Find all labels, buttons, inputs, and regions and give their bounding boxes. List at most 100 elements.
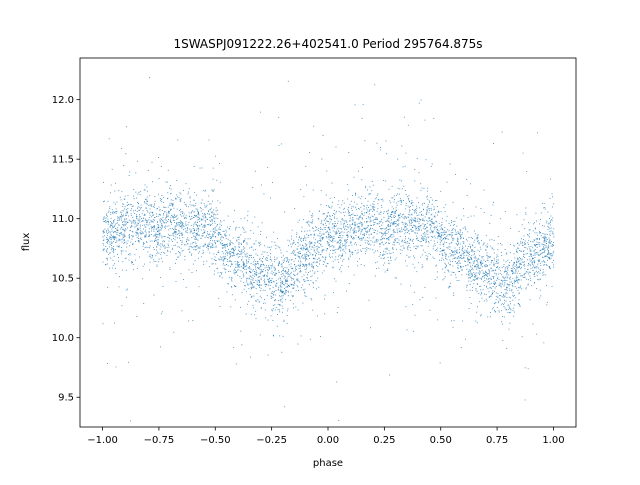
data-point: [391, 212, 393, 213]
data-point: [160, 257, 162, 259]
data-point: [481, 266, 483, 268]
data-point: [487, 272, 489, 274]
data-point: [199, 207, 201, 209]
data-point: [472, 251, 474, 253]
data-point: [476, 278, 478, 280]
data-point: [506, 276, 508, 278]
data-point: [291, 267, 293, 269]
data-point: [496, 266, 498, 268]
data-point: [115, 223, 117, 225]
data-point: [196, 221, 198, 223]
data-point: [376, 238, 378, 240]
data-point: [330, 236, 332, 238]
data-point: [468, 274, 470, 276]
data-point: [436, 271, 438, 273]
data-point: [231, 263, 232, 265]
data-point: [243, 240, 245, 241]
data-point: [494, 284, 496, 286]
data-point: [309, 257, 310, 259]
data-point: [188, 212, 190, 214]
data-point: [176, 233, 178, 235]
data-point: [145, 229, 146, 231]
data-point: [366, 220, 367, 222]
data-point: [229, 244, 231, 246]
data-point: [475, 206, 477, 208]
data-point: [351, 251, 353, 253]
data-point: [305, 246, 307, 248]
data-point: [349, 242, 351, 244]
data-point: [501, 323, 503, 325]
data-point: [119, 217, 121, 219]
data-point: [107, 201, 109, 202]
data-point: [348, 206, 349, 208]
data-point: [309, 210, 311, 212]
data-point: [486, 275, 488, 276]
data-point: [352, 232, 354, 234]
data-point: [395, 223, 397, 224]
data-point: [229, 254, 231, 255]
data-point: [485, 249, 487, 251]
data-point: [453, 251, 455, 253]
data-point: [502, 276, 504, 278]
data-point: [393, 214, 395, 216]
data-point: [485, 273, 487, 275]
data-point: [407, 246, 409, 248]
data-point: [324, 229, 326, 231]
data-point: [279, 335, 281, 337]
data-point: [168, 210, 170, 212]
data-point: [107, 221, 109, 223]
data-point: [136, 268, 138, 269]
data-point: [143, 214, 145, 216]
data-point: [149, 245, 151, 247]
data-point: [277, 288, 279, 290]
data-point: [479, 277, 481, 279]
data-point: [439, 244, 441, 246]
data-point: [436, 228, 438, 230]
data-point: [180, 193, 182, 195]
data-point: [123, 220, 125, 222]
data-point: [376, 218, 378, 220]
data-point: [380, 204, 382, 206]
data-point: [343, 225, 345, 227]
data-point: [547, 247, 549, 248]
data-point: [199, 247, 201, 249]
data-point: [364, 227, 366, 229]
data-point: [270, 292, 272, 294]
data-point: [485, 298, 487, 300]
data-point: [488, 280, 490, 282]
data-point: [534, 253, 536, 255]
data-point: [531, 285, 533, 287]
data-point: [178, 251, 180, 253]
data-point: [222, 259, 224, 261]
data-point: [466, 240, 468, 242]
data-point: [168, 213, 170, 214]
data-point: [165, 219, 167, 221]
data-point: [474, 266, 476, 268]
data-point: [194, 215, 196, 217]
data-point: [383, 258, 385, 259]
data-point: [480, 262, 482, 264]
data-point: [277, 299, 279, 301]
data-point: [299, 250, 301, 252]
data-point: [338, 200, 340, 202]
data-point: [189, 196, 191, 198]
data-point: [332, 230, 334, 232]
data-point: [256, 263, 257, 265]
data-point: [538, 242, 540, 244]
data-point: [466, 252, 468, 253]
data-point: [535, 238, 537, 240]
data-point: [361, 222, 363, 224]
data-point: [209, 244, 211, 245]
data-point: [213, 228, 215, 230]
data-point: [182, 237, 184, 238]
data-point: [198, 235, 200, 237]
data-point: [342, 245, 344, 246]
data-point: [553, 241, 555, 243]
data-point: [115, 241, 116, 243]
data-point: [303, 263, 304, 265]
data-point: [162, 202, 164, 203]
data-point: [219, 275, 221, 277]
data-point: [517, 280, 519, 282]
data-point: [411, 221, 413, 223]
data-point: [160, 246, 162, 248]
